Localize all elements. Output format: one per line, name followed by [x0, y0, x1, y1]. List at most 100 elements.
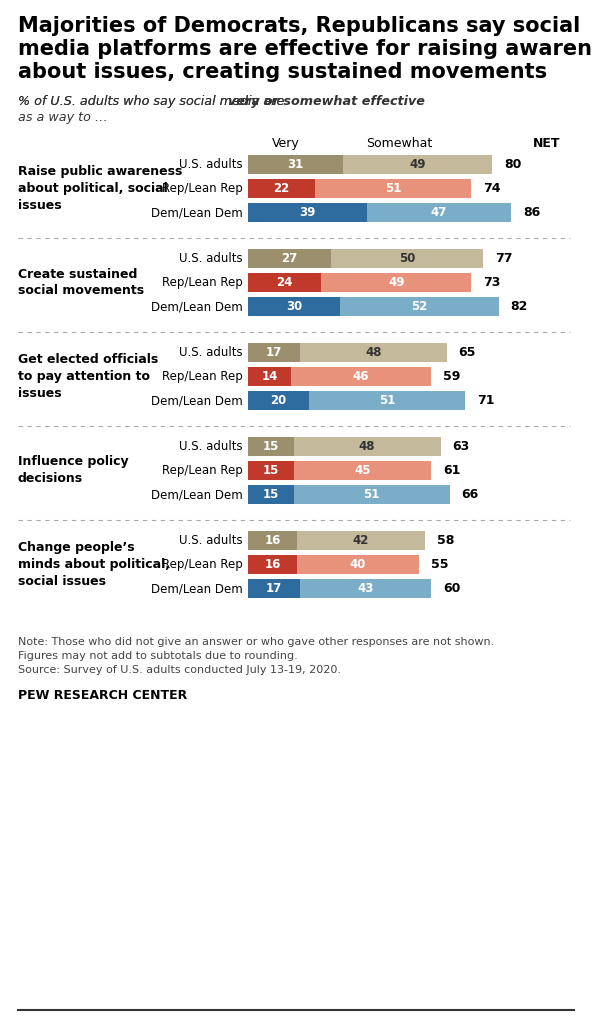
Text: NET: NET — [533, 137, 561, 150]
Text: 52: 52 — [411, 300, 427, 313]
Text: Note: Those who did not give an answer or who gave other responses are not shown: Note: Those who did not give an answer o… — [18, 637, 494, 647]
Text: 80: 80 — [504, 158, 522, 171]
Bar — [294, 485, 450, 504]
Bar — [330, 249, 483, 268]
Text: 63: 63 — [452, 440, 469, 453]
Text: 22: 22 — [274, 182, 289, 195]
Text: Dem/Lean Dem: Dem/Lean Dem — [151, 394, 243, 407]
Text: very or somewhat effective: very or somewhat effective — [228, 95, 425, 108]
Text: 39: 39 — [300, 206, 316, 219]
Bar — [248, 155, 343, 174]
Text: Dem/Lean Dem: Dem/Lean Dem — [151, 206, 243, 219]
Text: 73: 73 — [483, 276, 500, 289]
Text: U.S. adults: U.S. adults — [179, 534, 243, 547]
Text: % of U.S. adults who say social media are: % of U.S. adults who say social media ar… — [18, 95, 288, 108]
Text: 15: 15 — [263, 440, 279, 453]
Text: PEW RESEARCH CENTER: PEW RESEARCH CENTER — [18, 689, 187, 702]
Bar — [248, 179, 315, 198]
Text: Somewhat: Somewhat — [366, 137, 432, 150]
Text: U.S. adults: U.S. adults — [179, 252, 243, 265]
Text: 40: 40 — [350, 558, 366, 571]
Text: 42: 42 — [353, 534, 369, 547]
Text: 16: 16 — [264, 534, 281, 547]
Text: Source: Survey of U.S. adults conducted July 13-19, 2020.: Source: Survey of U.S. adults conducted … — [18, 665, 341, 675]
Text: U.S. adults: U.S. adults — [179, 440, 243, 453]
Text: 74: 74 — [483, 182, 501, 195]
Bar — [248, 555, 297, 574]
Text: Dem/Lean Dem: Dem/Lean Dem — [151, 488, 243, 501]
Text: 14: 14 — [261, 370, 278, 383]
Text: 58: 58 — [437, 534, 455, 547]
Bar — [367, 203, 511, 222]
Bar — [315, 179, 471, 198]
Text: 27: 27 — [281, 252, 297, 265]
Bar — [291, 367, 432, 386]
Text: Dem/Lean Dem: Dem/Lean Dem — [151, 300, 243, 313]
Text: 24: 24 — [276, 276, 293, 289]
Bar — [294, 461, 432, 480]
Text: 59: 59 — [443, 370, 461, 383]
Text: 17: 17 — [266, 582, 282, 595]
Text: 49: 49 — [388, 276, 404, 289]
Text: 46: 46 — [353, 370, 369, 383]
Text: Dem/Lean Dem: Dem/Lean Dem — [151, 582, 243, 595]
Text: % of U.S. adults who say social media are: % of U.S. adults who say social media ar… — [18, 95, 288, 108]
Text: Raise public awareness
about political, social
issues: Raise public awareness about political, … — [18, 165, 182, 212]
Text: media platforms are effective for raising awareness: media platforms are effective for raisin… — [18, 39, 592, 59]
Text: Rep/Lean Rep: Rep/Lean Rep — [162, 464, 243, 477]
Text: Figures may not add to subtotals due to rounding.: Figures may not add to subtotals due to … — [18, 651, 298, 662]
Text: as a way to …: as a way to … — [18, 111, 108, 124]
Text: 51: 51 — [379, 394, 395, 407]
Bar — [309, 391, 465, 410]
Text: Rep/Lean Rep: Rep/Lean Rep — [162, 558, 243, 571]
Bar — [248, 485, 294, 504]
Bar — [248, 579, 300, 598]
Bar — [297, 531, 425, 550]
Bar — [248, 343, 300, 362]
Text: 15: 15 — [263, 488, 279, 501]
Text: Create sustained
social movements: Create sustained social movements — [18, 267, 144, 298]
Text: 86: 86 — [523, 206, 540, 219]
Bar — [343, 155, 493, 174]
Bar — [297, 555, 419, 574]
Bar — [248, 249, 330, 268]
Text: Get elected officials
to pay attention to
issues: Get elected officials to pay attention t… — [18, 353, 158, 400]
Text: 48: 48 — [365, 346, 381, 359]
Text: 49: 49 — [409, 158, 426, 171]
Bar — [300, 343, 446, 362]
Bar — [248, 437, 294, 456]
Text: 65: 65 — [459, 346, 476, 359]
Bar — [300, 579, 432, 598]
Bar — [248, 461, 294, 480]
Text: 71: 71 — [477, 394, 494, 407]
Text: 61: 61 — [443, 464, 461, 477]
Bar — [248, 367, 291, 386]
Text: 43: 43 — [358, 582, 374, 595]
Text: 77: 77 — [496, 252, 513, 265]
Bar — [248, 531, 297, 550]
Bar — [248, 391, 309, 410]
Bar — [321, 273, 471, 292]
Text: % of U.S. adults who say social media are ​: % of U.S. adults who say social media ar… — [18, 95, 288, 108]
Text: 51: 51 — [363, 488, 380, 501]
Bar — [248, 273, 321, 292]
Text: 45: 45 — [355, 464, 371, 477]
Text: 82: 82 — [510, 300, 528, 313]
Text: 47: 47 — [431, 206, 447, 219]
Text: Majorities of Democrats, Republicans say social: Majorities of Democrats, Republicans say… — [18, 16, 580, 36]
Text: 17: 17 — [266, 346, 282, 359]
Text: Rep/Lean Rep: Rep/Lean Rep — [162, 276, 243, 289]
Text: Influence policy
decisions: Influence policy decisions — [18, 456, 128, 485]
Text: U.S. adults: U.S. adults — [179, 158, 243, 171]
Text: 48: 48 — [359, 440, 375, 453]
Text: 60: 60 — [443, 582, 461, 595]
Text: 16: 16 — [264, 558, 281, 571]
Text: about issues, creating sustained movements: about issues, creating sustained movemen… — [18, 62, 547, 82]
Text: 66: 66 — [462, 488, 479, 501]
Bar — [248, 297, 340, 316]
Text: 55: 55 — [431, 558, 449, 571]
Text: 20: 20 — [271, 394, 287, 407]
Text: Change people’s
minds about political,
social issues: Change people’s minds about political, s… — [18, 541, 170, 588]
Text: Rep/Lean Rep: Rep/Lean Rep — [162, 182, 243, 195]
Bar — [340, 297, 498, 316]
